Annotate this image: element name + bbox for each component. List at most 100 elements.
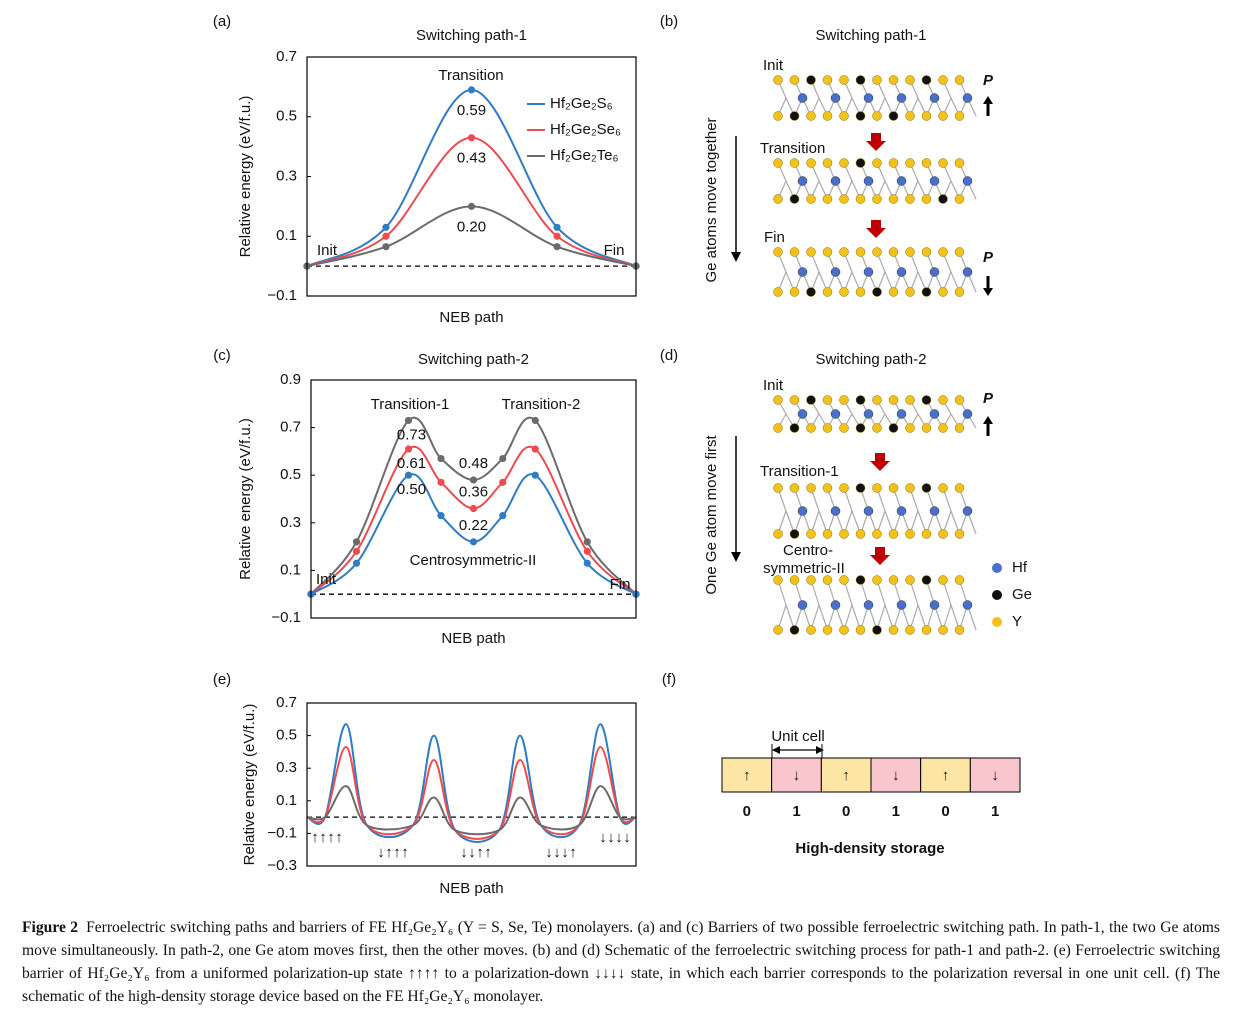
atom bbox=[789, 75, 800, 85]
atom bbox=[839, 247, 849, 257]
cell-bit: 1 bbox=[892, 803, 900, 820]
state-arrow: ↑ bbox=[335, 829, 343, 846]
annotation: Init bbox=[316, 571, 337, 588]
atom bbox=[872, 75, 882, 85]
storage-title: High-density storage bbox=[795, 840, 944, 857]
cell-bit: 1 bbox=[991, 803, 999, 820]
data-point bbox=[404, 416, 413, 425]
atom bbox=[872, 395, 882, 405]
annotation: Transition-2 bbox=[502, 396, 581, 413]
atom bbox=[888, 625, 899, 635]
atom bbox=[938, 483, 948, 493]
atom bbox=[839, 75, 849, 85]
y-axis-label: Relative energy (eV/f.u.) bbox=[241, 704, 258, 866]
atom bbox=[954, 75, 965, 85]
atom bbox=[896, 600, 907, 610]
atom bbox=[789, 194, 800, 204]
atom bbox=[938, 194, 948, 204]
atom bbox=[806, 483, 816, 493]
atom bbox=[806, 575, 816, 585]
value-label: 0.20 bbox=[457, 218, 486, 235]
atom bbox=[806, 158, 816, 168]
atom bbox=[905, 625, 915, 635]
atom bbox=[855, 287, 866, 297]
cell-bit: 0 bbox=[941, 803, 949, 820]
atom bbox=[789, 625, 800, 635]
atom bbox=[954, 575, 965, 585]
atom bbox=[921, 75, 932, 85]
atom bbox=[797, 176, 808, 186]
data-point bbox=[352, 547, 361, 555]
atom bbox=[888, 194, 899, 204]
data-point bbox=[467, 202, 476, 210]
data-point bbox=[382, 232, 390, 240]
atom bbox=[797, 93, 808, 103]
state-arrow: ↓ bbox=[607, 829, 615, 846]
atom bbox=[855, 625, 866, 635]
atom bbox=[839, 575, 849, 585]
atom bbox=[872, 423, 882, 433]
atom bbox=[822, 575, 833, 585]
data-point bbox=[404, 471, 413, 479]
atom bbox=[929, 267, 940, 277]
atom bbox=[905, 75, 915, 85]
atom bbox=[839, 529, 849, 539]
plot-frame bbox=[306, 702, 637, 867]
state-arrow: ↑ bbox=[569, 844, 577, 861]
atom bbox=[773, 158, 783, 168]
atom bbox=[905, 529, 915, 539]
storage-cell bbox=[721, 757, 773, 793]
process-arrow-head bbox=[731, 252, 741, 262]
state-arrow: ↓ bbox=[460, 844, 468, 861]
atom bbox=[905, 158, 915, 168]
y-tick-label: 0.3 bbox=[276, 167, 297, 184]
atom bbox=[863, 176, 874, 186]
state-arrow: ↓ bbox=[377, 844, 385, 861]
state-arrow: ↓ bbox=[561, 844, 569, 861]
atom bbox=[905, 287, 915, 297]
legend-label: Hf₂Ge₂S₆ bbox=[550, 95, 613, 112]
unit-cell-label: Unit cell bbox=[771, 728, 824, 745]
atom bbox=[938, 575, 948, 585]
atom bbox=[938, 247, 948, 257]
y-tick-label: 0.7 bbox=[280, 419, 301, 436]
atom bbox=[822, 395, 833, 405]
state-arrow: ↑ bbox=[393, 844, 401, 861]
y-axis-label: Relative energy (eV/f.u.) bbox=[237, 418, 254, 580]
data-point bbox=[583, 547, 591, 555]
state-arrow: ↓ bbox=[553, 844, 561, 861]
atom bbox=[905, 423, 915, 433]
state-arrow: ↑ bbox=[401, 844, 409, 861]
atom bbox=[954, 194, 965, 204]
atom bbox=[789, 158, 800, 168]
atom bbox=[929, 93, 940, 103]
atom bbox=[789, 111, 800, 121]
atom bbox=[806, 423, 816, 433]
atom bbox=[872, 194, 882, 204]
atom bbox=[830, 267, 841, 277]
value-label: 0.61 bbox=[397, 455, 426, 472]
atom bbox=[797, 600, 808, 610]
atom bbox=[938, 287, 948, 297]
atom bbox=[773, 287, 783, 297]
data-point bbox=[531, 416, 539, 425]
atom bbox=[938, 75, 948, 85]
atom bbox=[830, 409, 841, 419]
atom bbox=[855, 483, 866, 493]
atom bbox=[888, 158, 899, 168]
p-arrow bbox=[983, 276, 993, 296]
legend-label: Hf₂Ge₂Se₆ bbox=[550, 121, 621, 138]
atom bbox=[888, 287, 899, 297]
polarization-label: P bbox=[983, 390, 994, 407]
chart-title: Switching path-1 bbox=[416, 27, 527, 44]
process-arrow-head bbox=[731, 552, 741, 562]
legend-label: Hf bbox=[1012, 559, 1028, 576]
p-arrow bbox=[983, 96, 993, 116]
cell-bit: 1 bbox=[792, 803, 800, 820]
panel-label: (f) bbox=[662, 671, 676, 688]
atom bbox=[789, 423, 800, 433]
atom bbox=[962, 176, 973, 186]
annotation: Fin bbox=[604, 242, 625, 259]
cell-arrow: ↓ bbox=[793, 767, 801, 784]
value-label: 0.48 bbox=[459, 455, 488, 472]
